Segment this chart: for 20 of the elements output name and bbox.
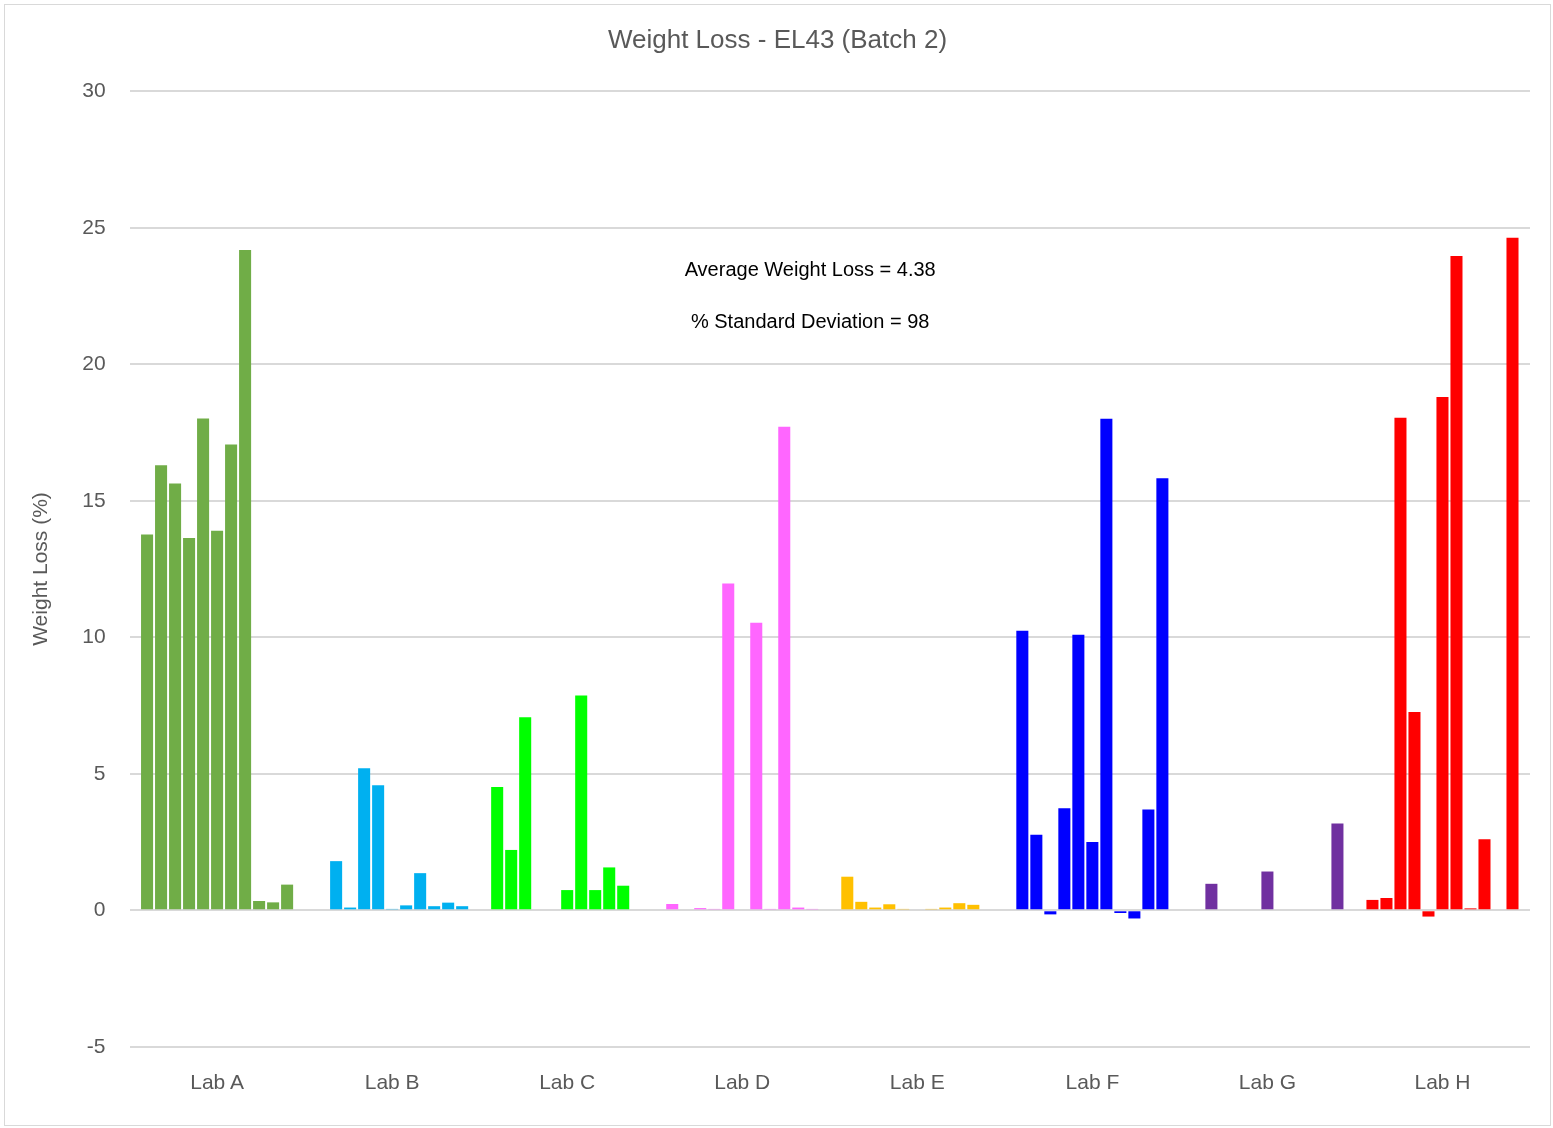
y-tick-label: 0 [93, 897, 106, 921]
y-tick-label: 5 [93, 760, 106, 784]
chart-title: Weight Loss - EL43 (Batch 2) [607, 23, 948, 54]
x-tick-label: Lab B [364, 1070, 420, 1094]
x-tick-label: Lab E [889, 1070, 945, 1094]
x-tick-label: Lab C [539, 1070, 596, 1094]
x-tick-label: Lab G [1238, 1070, 1297, 1094]
y-axis-title: Weight Loss (%) [28, 492, 52, 646]
y-tick-label: -5 [86, 1033, 106, 1057]
y-tick-label: 20 [82, 351, 106, 375]
y-tick-label: 25 [82, 214, 106, 238]
y-tick-label: 30 [82, 78, 106, 101]
x-tick-label: Lab H [1414, 1070, 1471, 1094]
x-tick-label: Lab A [190, 1070, 244, 1094]
x-tick-label: Lab F [1065, 1070, 1120, 1094]
annotation: % Standard Deviation = 98 [690, 309, 930, 332]
y-tick-label: 15 [82, 487, 106, 511]
annotation: Average Weight Loss = 4.38 [684, 257, 936, 280]
x-tick-label: Lab D [714, 1070, 771, 1094]
y-tick-label: 10 [82, 624, 106, 648]
